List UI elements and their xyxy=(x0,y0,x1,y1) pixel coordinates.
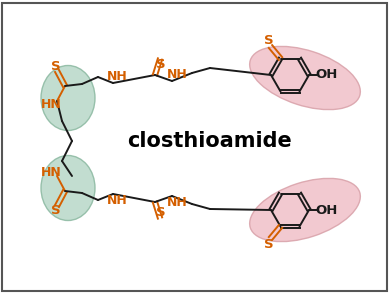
Text: HN: HN xyxy=(41,166,61,178)
Text: S: S xyxy=(51,59,61,72)
Text: NH: NH xyxy=(106,195,128,207)
Text: S: S xyxy=(264,238,273,251)
Text: S: S xyxy=(156,59,166,71)
Text: OH: OH xyxy=(316,204,338,217)
Text: HN: HN xyxy=(41,98,61,112)
Ellipse shape xyxy=(250,46,360,110)
Text: S: S xyxy=(51,205,61,217)
Text: closthioamide: closthioamide xyxy=(128,131,292,151)
Text: NH: NH xyxy=(167,197,187,209)
Text: NH: NH xyxy=(106,69,128,83)
Ellipse shape xyxy=(250,178,360,242)
Text: S: S xyxy=(264,34,273,47)
Text: S: S xyxy=(156,205,166,219)
Text: NH: NH xyxy=(167,67,187,81)
Text: OH: OH xyxy=(316,69,338,81)
Ellipse shape xyxy=(41,66,95,130)
FancyBboxPatch shape xyxy=(2,3,387,291)
Ellipse shape xyxy=(41,156,95,221)
